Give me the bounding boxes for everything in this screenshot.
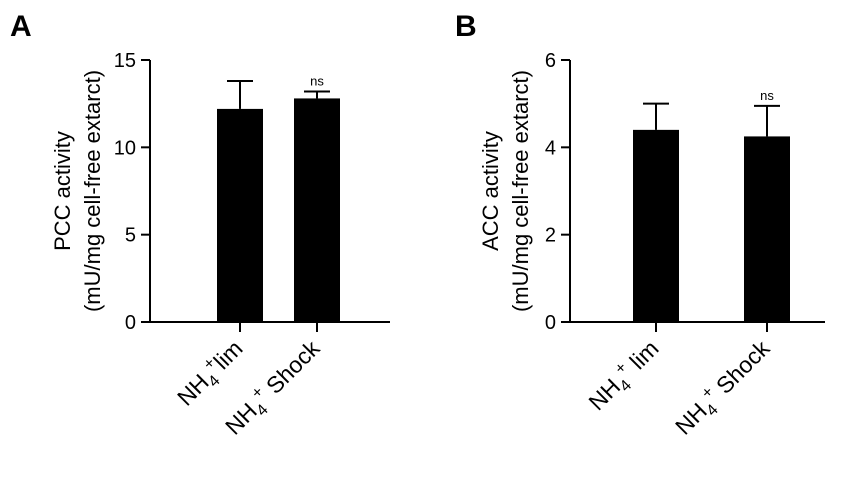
x-tick-label: NH4+ Shock [669,333,779,443]
significance-label: ns [310,73,324,88]
y-axis-label: ACC activity [478,131,503,251]
y-tick-label: 0 [125,312,136,334]
bar [633,129,679,322]
y-tick-label: 5 [125,225,136,247]
bar [217,108,263,322]
bar [744,136,790,322]
y-tick-label: 6 [545,50,556,72]
y-tick-label: 2 [545,225,556,247]
panel-letter: B [455,10,477,43]
significance-label: ns [760,88,774,103]
y-axis-label-units: (mU/mg cell-free extarct) [80,70,105,312]
x-tick-label: NH4+ lim [582,334,667,419]
y-axis-label-units: (mU/mg cell-free extarct) [508,70,533,312]
chart-panel-b: B 0 2 4 6 ACC activity (mU/mg cell-free extarc… [455,10,825,443]
y-tick-label: 0 [545,312,556,334]
y-axis-label: PCC activity [50,131,75,251]
y-tick-label: 4 [545,137,556,159]
bar [294,98,340,322]
chart-panel-a: A 0 5 10 15 PCC activity (mU/mg cell-free exta… [10,10,390,440]
y-tick-label: 10 [114,137,136,159]
panel-letter: A [10,10,32,43]
y-tick-label: 15 [114,50,136,72]
